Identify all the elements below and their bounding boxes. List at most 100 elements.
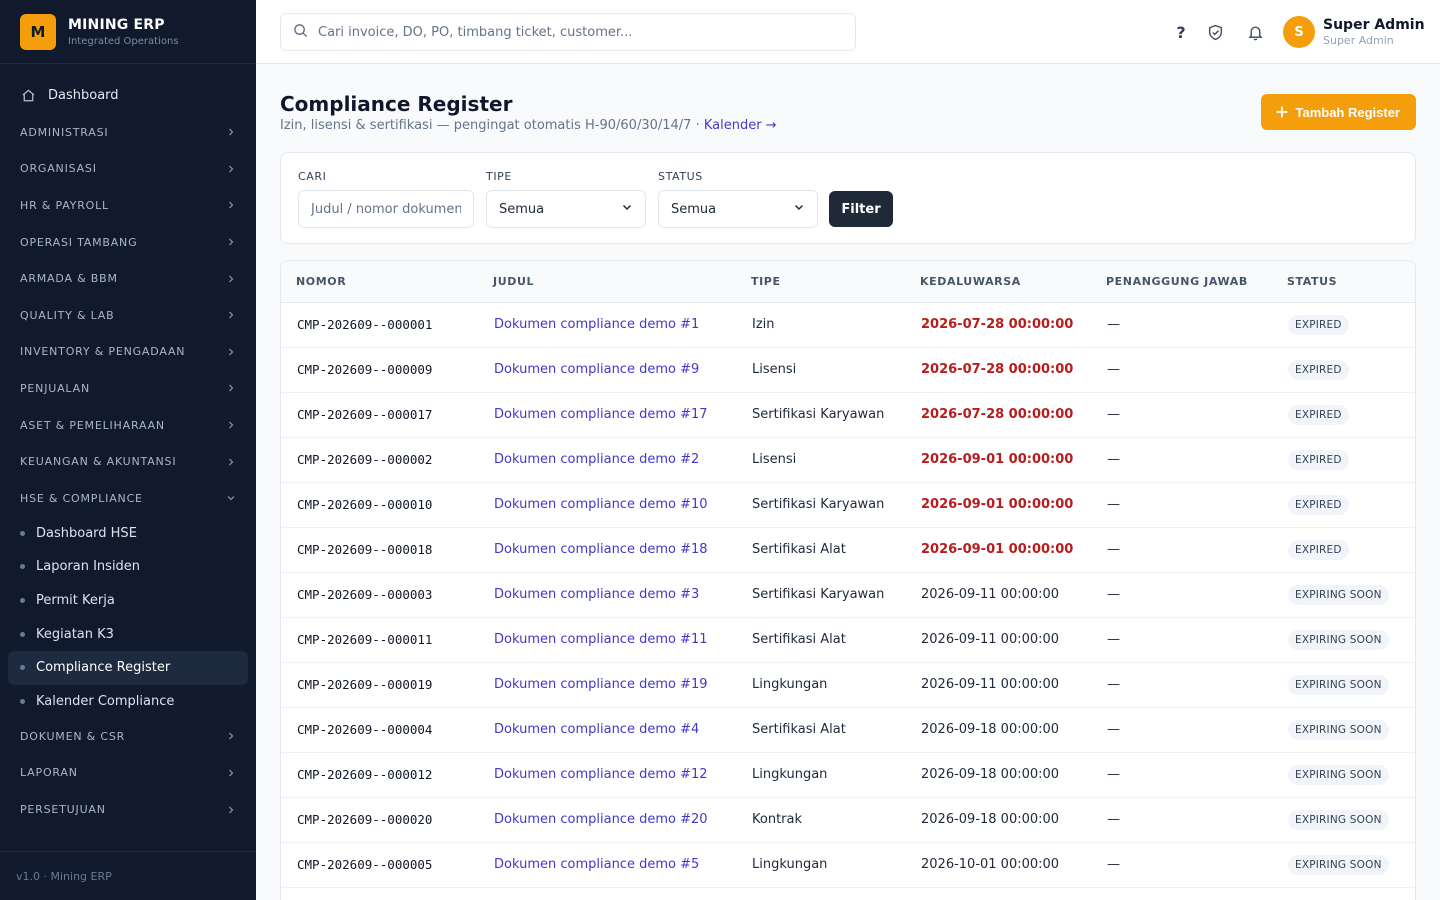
status-badge: EXPIRING SOON bbox=[1288, 719, 1389, 740]
sidebar-item-dashboard-hse[interactable]: Dashboard HSE bbox=[8, 517, 248, 551]
table-row[interactable]: CMP-202609--000009 Dokumen compliance dem… bbox=[281, 347, 1415, 392]
sidebar-group-label: HSE & COMPLIANCE bbox=[20, 491, 143, 505]
sidebar-item-kegiatan-k3[interactable]: Kegiatan K3 bbox=[8, 617, 248, 651]
table-row[interactable]: CMP-202609--000012 Dokumen compliance dem… bbox=[281, 752, 1415, 797]
cell-judul-link[interactable]: Dokumen compliance demo #9 bbox=[494, 362, 700, 377]
table-row[interactable]: CMP-202609--000020 Dokumen compliance dem… bbox=[281, 797, 1415, 842]
cell-judul-link[interactable]: Dokumen compliance demo #10 bbox=[494, 497, 708, 512]
sidebar-group-dokumen-csr[interactable]: DOKUMEN & CSR bbox=[0, 718, 256, 755]
sidebar-group-penjualan[interactable]: PENJUALAN bbox=[0, 370, 256, 407]
status-badge: EXPIRED bbox=[1288, 359, 1349, 380]
cell-kedaluwarsa: 2026-09-11 00:00:00 bbox=[921, 632, 1060, 647]
cell-judul-link[interactable]: Dokumen compliance demo #18 bbox=[494, 542, 708, 557]
sidebar-group-hse-compliance[interactable]: HSE & COMPLIANCE bbox=[0, 480, 256, 517]
table-row[interactable]: CMP-202609--000004 Dokumen compliance dem… bbox=[281, 707, 1415, 752]
topbar: ? S Super Admin Super Admin bbox=[256, 0, 1440, 64]
cell-tipe: Sertifikasi Karyawan bbox=[752, 587, 885, 602]
sidebar-group-operasi-tambang[interactable]: OPERASI TAMBANG bbox=[0, 224, 256, 261]
sidebar-group-persetujuan[interactable]: PERSETUJUAN bbox=[0, 791, 256, 828]
cell-judul-link[interactable]: Dokumen compliance demo #20 bbox=[494, 812, 708, 827]
compliance-table-card: NOMOR JUDUL TIPE KEDALUWARSA PENANGGUNG JAWA… bbox=[280, 260, 1416, 900]
sidebar-group-inventory-pengadaan[interactable]: INVENTORY & PENGADAAN bbox=[0, 334, 256, 371]
type-select[interactable]: Semua bbox=[486, 190, 646, 228]
sidebar-group-quality-lab[interactable]: QUALITY & LAB bbox=[0, 297, 256, 334]
bullet-icon bbox=[20, 631, 25, 637]
table-row[interactable]: CMP-202609--000017 Dokumen compliance dem… bbox=[281, 392, 1415, 437]
home-icon bbox=[20, 87, 36, 103]
sidebar-item-label: Laporan Insiden bbox=[36, 559, 141, 575]
sidebar-item-permit-kerja[interactable]: Permit Kerja bbox=[8, 584, 248, 618]
search-filter-field[interactable] bbox=[298, 190, 474, 228]
table-row[interactable]: CMP-202609--000002 Dokumen compliance dem… bbox=[281, 437, 1415, 482]
add-register-label: Tambah Register bbox=[1295, 104, 1400, 120]
table-row[interactable]: CMP-202609--000003 Dokumen compliance dem… bbox=[281, 572, 1415, 617]
sidebar-group-label: ORGANISASI bbox=[20, 162, 97, 176]
cell-kedaluwarsa: 2026-09-11 00:00:00 bbox=[921, 677, 1060, 692]
global-search[interactable] bbox=[280, 13, 856, 51]
cell-judul-link[interactable]: Dokumen compliance demo #12 bbox=[494, 767, 708, 782]
cell-kedaluwarsa: 2026-07-28 00:00:00 bbox=[921, 407, 1074, 422]
cell-penanggung-jawab: — bbox=[1107, 362, 1120, 377]
help-icon[interactable]: ? bbox=[1176, 22, 1186, 42]
sidebar-group-label: HR & PAYROLL bbox=[20, 198, 109, 212]
filter-button[interactable]: Filter bbox=[829, 191, 893, 227]
cell-judul-link[interactable]: Dokumen compliance demo #17 bbox=[494, 407, 708, 422]
cell-penanggung-jawab: — bbox=[1107, 407, 1120, 422]
shield-check-icon[interactable] bbox=[1203, 20, 1227, 44]
sidebar-group-hr-payroll[interactable]: HR & PAYROLL bbox=[0, 187, 256, 224]
chevron-right-icon bbox=[226, 383, 236, 393]
cell-judul-link[interactable]: Dokumen compliance demo #3 bbox=[494, 587, 700, 602]
status-badge: EXPIRED bbox=[1288, 494, 1349, 515]
cell-nomor: CMP-202609--000001 bbox=[297, 317, 433, 332]
sidebar-item-kalender-compliance[interactable]: Kalender Compliance bbox=[8, 685, 248, 719]
cell-tipe: Lingkungan bbox=[752, 767, 828, 782]
table-row[interactable]: CMP-202609--000018 Dokumen compliance dem… bbox=[281, 527, 1415, 572]
column-header-penanggung-jawab: PENANGGUNG JAWAB bbox=[1091, 261, 1272, 303]
cell-judul-link[interactable]: Dokumen compliance demo #1 bbox=[494, 317, 700, 332]
table-row[interactable]: CMP-202609--000001 Dokumen compliance dem… bbox=[281, 302, 1415, 347]
sidebar-group-label: KEUANGAN & AKUNTANSI bbox=[20, 455, 177, 469]
cell-nomor: CMP-202609--000003 bbox=[297, 587, 433, 602]
cell-penanggung-jawab: — bbox=[1107, 767, 1120, 782]
sidebar: M MINING ERP Integrated Operations Dashb… bbox=[0, 0, 256, 900]
type-select-value: Semua bbox=[499, 201, 545, 217]
sidebar-group-label: DOKUMEN & CSR bbox=[20, 729, 126, 743]
sidebar-group-administrasi[interactable]: ADMINISTRASI bbox=[0, 114, 256, 151]
chevron-down-icon bbox=[621, 201, 633, 217]
sidebar-group-organisasi[interactable]: ORGANISASI bbox=[0, 151, 256, 188]
table-row[interactable]: CMP-202609--000005 Dokumen compliance dem… bbox=[281, 842, 1415, 887]
cell-judul-link[interactable]: Dokumen compliance demo #19 bbox=[494, 677, 708, 692]
status-badge: EXPIRING SOON bbox=[1288, 629, 1389, 650]
cell-status: EXPIRED bbox=[1272, 347, 1415, 392]
cell-judul-link[interactable]: Dokumen compliance demo #11 bbox=[494, 632, 708, 647]
bell-icon[interactable] bbox=[1243, 20, 1267, 44]
sidebar-group-armada-bbm[interactable]: ARMADA & BBM bbox=[0, 260, 256, 297]
sidebar-group-aset-pemeliharaan[interactable]: ASET & PEMELIHARAAN bbox=[0, 407, 256, 444]
column-header-judul: JUDUL bbox=[478, 261, 736, 303]
table-row[interactable]: CMP-202609--000019 Dokumen compliance dem… bbox=[281, 662, 1415, 707]
table-row[interactable]: CMP-202609--000011 Dokumen compliance dem… bbox=[281, 617, 1415, 662]
cell-judul-link[interactable]: Dokumen compliance demo #2 bbox=[494, 452, 700, 467]
cell-judul-link[interactable]: Dokumen compliance demo #4 bbox=[494, 722, 700, 737]
sidebar-group-keuangan-akuntansi[interactable]: KEUANGAN & AKUNTANSI bbox=[0, 443, 256, 480]
sidebar-item-label: Kalender Compliance bbox=[36, 693, 175, 709]
cell-judul-link[interactable]: Dokumen compliance demo #5 bbox=[494, 857, 700, 872]
cell-tipe: Lingkungan bbox=[752, 677, 828, 692]
cell-kedaluwarsa: 2026-09-01 00:00:00 bbox=[921, 452, 1074, 467]
sidebar-item-compliance-register[interactable]: Compliance Register bbox=[8, 650, 248, 685]
cell-status: EXPIRING SOON bbox=[1272, 707, 1415, 752]
calendar-link[interactable]: Kalender → bbox=[703, 118, 777, 133]
cell-penanggung-jawab: — bbox=[1107, 812, 1120, 827]
status-select[interactable]: Semua bbox=[658, 190, 818, 228]
sidebar-item-dashboard[interactable]: Dashboard bbox=[0, 78, 256, 112]
user-menu[interactable]: S Super Admin Super Admin bbox=[1283, 16, 1425, 48]
table-row[interactable]: CMP-202609--000010 Dokumen compliance dem… bbox=[281, 482, 1415, 527]
sidebar-group-laporan[interactable]: LAPORAN bbox=[0, 755, 256, 792]
add-register-button[interactable]: Tambah Register bbox=[1261, 94, 1416, 130]
cell-nomor: CMP-202609--000018 bbox=[297, 542, 433, 557]
sidebar-item-laporan-insiden[interactable]: Laporan Insiden bbox=[8, 550, 248, 584]
search-filter-input[interactable] bbox=[311, 201, 461, 217]
search-input[interactable] bbox=[318, 24, 838, 40]
table-header: NOMOR JUDUL TIPE KEDALUWARSA PENANGGUNG JAWA… bbox=[281, 261, 1415, 303]
cell-status: EXPIRED bbox=[1272, 527, 1415, 572]
